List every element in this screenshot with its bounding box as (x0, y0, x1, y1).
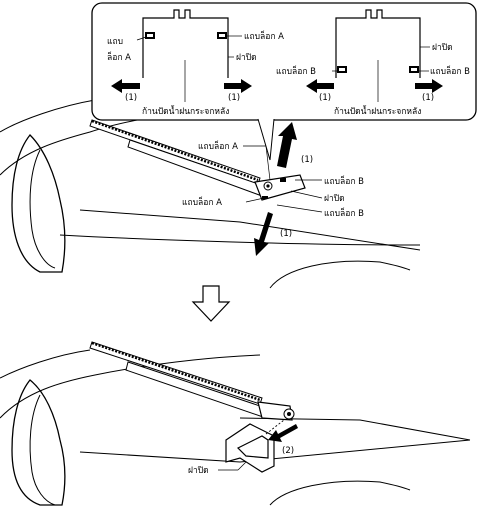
label-step1-down: (1) (280, 229, 292, 239)
inset-pointer (257, 118, 275, 161)
leader-lines-inset (136, 35, 430, 102)
car-body-bottom (0, 349, 471, 506)
label-step1-inset-b: (1) (228, 93, 240, 103)
label-step1-inset-c: (1) (319, 93, 331, 103)
cover-detail-right (335, 9, 421, 78)
label-step1-up: (1) (301, 155, 313, 165)
arrow-left-2 (306, 79, 334, 93)
label-wiper-arm-inset-left: ก้านปัดน้ำฝนกระจกหลัง (142, 105, 229, 117)
label-step1-inset-a: (1) (125, 93, 137, 103)
arrow-left-1 (111, 79, 140, 93)
arrow-right-2 (415, 79, 443, 93)
label-lock-tab-b-lower: แถบล็อก B (324, 207, 364, 219)
remove-cover-arrow (268, 424, 298, 442)
transition-arrow (191, 285, 231, 322)
leader-lines-top (243, 145, 323, 213)
label-lock-tab-a-inset: แถบล็อก A (244, 30, 284, 42)
label-cover-inset-left: ฝาปิด (236, 53, 257, 63)
label-lock-tab-b-inset-right: แถบล็อก B (430, 65, 470, 77)
label-step2: (2) (282, 446, 294, 456)
label-lock-tab-a-upper: แถบล็อก A (198, 140, 238, 152)
car-body-top (0, 99, 421, 289)
label-tab-left-1: แถบ (107, 37, 123, 47)
label-cover-inset-right: ฝาปิด (432, 43, 453, 53)
label-wiper-arm-inset-right: ก้านปัดน้ำฝนกระจกหลัง (334, 105, 421, 117)
detail-inset-box (91, 2, 477, 121)
label-tab-left-2: ล็อก A (107, 51, 131, 63)
label-lock-tab-b-upper: แถบล็อก B (324, 175, 364, 187)
push-down-arrow (254, 212, 273, 256)
rear-wiper-assembly-bottom (89, 341, 295, 421)
label-cover-top: ฝาปิด (324, 194, 345, 204)
arrow-right-1 (224, 79, 252, 93)
label-cover-bottom: ฝาปิด (188, 466, 209, 476)
rear-wiper-assembly-top (89, 119, 306, 201)
label-lock-tab-b-inset-left: แถบล็อก B (276, 65, 316, 77)
label-lock-tab-a-lower: แถบล็อก A (182, 196, 222, 208)
label-step1-inset-d: (1) (422, 93, 434, 103)
lift-up-arrow (277, 122, 297, 168)
removed-cover (225, 423, 275, 473)
cover-detail-left (142, 9, 229, 78)
